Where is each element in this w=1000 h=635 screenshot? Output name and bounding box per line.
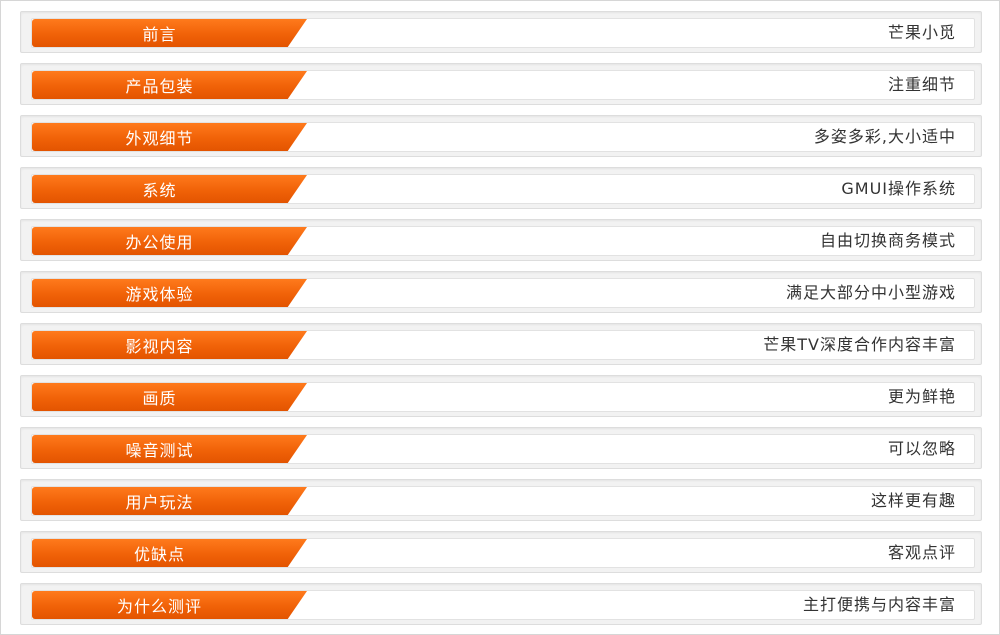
list-item-body: 画质 更为鲜艳 xyxy=(31,382,975,412)
list-item-body: 噪音测试 可以忽略 xyxy=(31,434,975,464)
section-tab[interactable]: 影视内容 xyxy=(32,331,307,359)
list-item-body: 前言 芒果小觅 xyxy=(31,18,975,48)
section-description: 这样更有趣 xyxy=(870,491,956,510)
list-item[interactable]: 前言 芒果小觅 xyxy=(20,11,982,53)
section-description: 注重细节 xyxy=(887,75,956,94)
section-description: 客观点评 xyxy=(887,543,956,562)
list-item-body: 办公使用 自由切换商务模式 xyxy=(31,226,975,256)
section-tab[interactable]: 用户玩法 xyxy=(32,487,307,515)
section-tab[interactable]: 画质 xyxy=(32,383,307,411)
evaluation-outline-list: 前言 芒果小觅 产品包装 注重细节 外观细节 多姿多彩,大小适中 系统 GMUI… xyxy=(20,11,982,635)
list-item-body: 用户玩法 这样更有趣 xyxy=(31,486,975,516)
list-item[interactable]: 办公使用 自由切换商务模式 xyxy=(20,219,982,261)
section-tab-label: 前言 xyxy=(142,25,177,44)
list-item[interactable]: 外观细节 多姿多彩,大小适中 xyxy=(20,115,982,157)
list-item-body: 影视内容 芒果TV深度合作内容丰富 xyxy=(31,330,975,360)
list-item[interactable]: 为什么测评 主打便携与内容丰富 xyxy=(20,583,982,625)
section-tab-label: 噪音测试 xyxy=(125,441,194,460)
section-tab[interactable]: 系统 xyxy=(32,175,307,203)
section-tab-label: 用户玩法 xyxy=(125,493,194,512)
list-item-body: 系统 GMUI操作系统 xyxy=(31,174,975,204)
section-tab[interactable]: 优缺点 xyxy=(32,539,307,567)
section-tab-label: 办公使用 xyxy=(125,233,194,252)
section-description: 芒果小觅 xyxy=(887,23,956,42)
section-tab-label: 为什么测评 xyxy=(116,597,202,616)
section-tab-label: 影视内容 xyxy=(125,337,194,356)
section-tab-label: 系统 xyxy=(142,181,177,200)
section-description: 自由切换商务模式 xyxy=(819,231,956,250)
section-tab-label: 外观细节 xyxy=(125,129,194,148)
section-description: 主打便携与内容丰富 xyxy=(802,595,956,614)
list-item-body: 游戏体验 满足大部分中小型游戏 xyxy=(31,278,975,308)
section-description: 多姿多彩,大小适中 xyxy=(813,127,956,146)
section-tab-label: 优缺点 xyxy=(133,545,185,564)
section-tab[interactable]: 游戏体验 xyxy=(32,279,307,307)
section-description: GMUI操作系统 xyxy=(841,179,956,198)
list-item[interactable]: 系统 GMUI操作系统 xyxy=(20,167,982,209)
section-tab[interactable]: 前言 xyxy=(32,19,307,47)
list-item-body: 产品包装 注重细节 xyxy=(31,70,975,100)
section-tab[interactable]: 产品包装 xyxy=(32,71,307,99)
section-tab-label: 画质 xyxy=(142,389,177,408)
section-description: 可以忽略 xyxy=(887,439,956,458)
list-item[interactable]: 画质 更为鲜艳 xyxy=(20,375,982,417)
list-item[interactable]: 影视内容 芒果TV深度合作内容丰富 xyxy=(20,323,982,365)
section-tab[interactable]: 外观细节 xyxy=(32,123,307,151)
list-item-body: 为什么测评 主打便携与内容丰富 xyxy=(31,590,975,620)
section-description: 芒果TV深度合作内容丰富 xyxy=(763,335,956,354)
list-item-body: 优缺点 客观点评 xyxy=(31,538,975,568)
list-item[interactable]: 用户玩法 这样更有趣 xyxy=(20,479,982,521)
section-tab[interactable]: 办公使用 xyxy=(32,227,307,255)
section-tab-label: 游戏体验 xyxy=(125,285,194,304)
list-item[interactable]: 优缺点 客观点评 xyxy=(20,531,982,573)
list-item[interactable]: 游戏体验 满足大部分中小型游戏 xyxy=(20,271,982,313)
list-item[interactable]: 产品包装 注重细节 xyxy=(20,63,982,105)
section-description: 满足大部分中小型游戏 xyxy=(785,283,956,302)
section-tab-label: 产品包装 xyxy=(125,77,194,96)
list-item[interactable]: 噪音测试 可以忽略 xyxy=(20,427,982,469)
section-tab[interactable]: 噪音测试 xyxy=(32,435,307,463)
section-description: 更为鲜艳 xyxy=(887,387,956,406)
section-tab[interactable]: 为什么测评 xyxy=(32,591,307,619)
list-item-body: 外观细节 多姿多彩,大小适中 xyxy=(31,122,975,152)
